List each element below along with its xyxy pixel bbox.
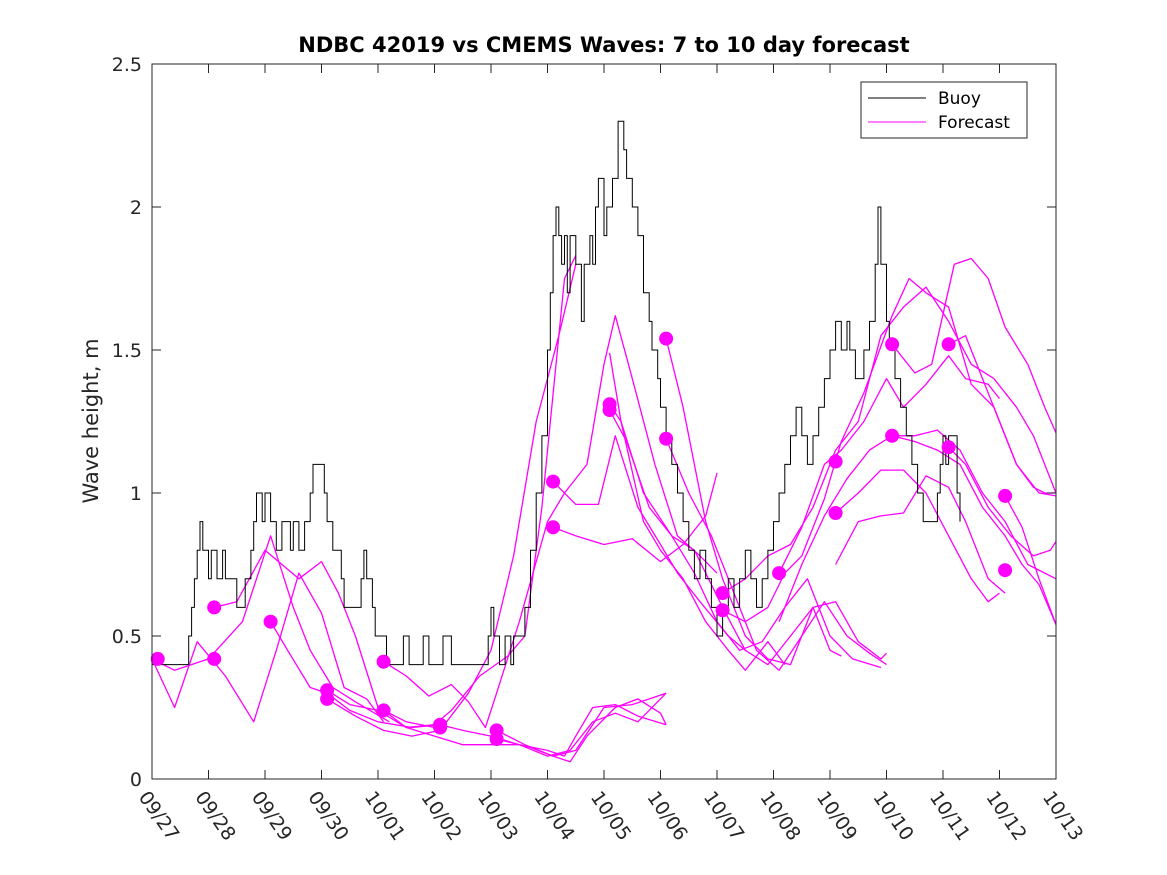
forecast-start-marker xyxy=(546,474,561,489)
forecast-line xyxy=(151,535,390,723)
forecast-line xyxy=(778,355,1001,574)
y-tick-label: 2 xyxy=(130,197,142,219)
forecast-start-marker xyxy=(998,488,1013,503)
y-tick-label: 1 xyxy=(130,483,142,505)
forecast-line xyxy=(608,352,882,669)
forecast-line xyxy=(214,549,446,729)
forecast-line xyxy=(892,429,1057,580)
forecast-start-marker xyxy=(715,586,730,601)
forecast-line xyxy=(722,286,1057,594)
y-tick-label: 0.5 xyxy=(112,626,142,648)
forecast-line xyxy=(948,335,1056,494)
forecast-start-marker xyxy=(320,691,335,706)
forecast-start-marker xyxy=(376,703,391,718)
forecast-start-marker xyxy=(602,403,617,418)
forecast-lines xyxy=(151,255,1057,763)
forecast-start-marker xyxy=(772,566,787,581)
forecast-line xyxy=(439,703,667,757)
forecast-line xyxy=(835,475,1006,594)
forecast-line xyxy=(496,692,667,757)
y-axis: 0 0.5 1 1.5 2 2.5 xyxy=(112,54,1056,791)
forecast-line xyxy=(665,338,887,666)
forecast-start-marker xyxy=(433,720,448,735)
legend: Buoy Forecast xyxy=(860,81,1028,139)
forecast-line xyxy=(151,572,385,723)
forecast-start-marker xyxy=(659,431,674,446)
forecast-line xyxy=(552,472,718,563)
forecast-line xyxy=(778,435,1057,625)
forecast-start-marker xyxy=(376,654,391,669)
forecast-line xyxy=(270,621,441,729)
buoy-line-group xyxy=(152,120,961,666)
buoy-line xyxy=(152,120,961,666)
forecast-start-marker xyxy=(941,337,956,352)
forecast-start-marker xyxy=(546,520,561,535)
forecast-start-marker xyxy=(150,651,165,666)
axes-background xyxy=(152,64,1056,779)
forecast-start-marker xyxy=(207,600,222,615)
forecast-line xyxy=(609,403,786,671)
forecast-start-marker xyxy=(828,454,843,469)
forecast-line xyxy=(383,692,667,757)
forecast-line xyxy=(891,257,1057,434)
forecast-line xyxy=(665,438,887,671)
forecast-start-marker xyxy=(828,506,843,520)
forecast-start-marker xyxy=(885,428,900,443)
forecast-line xyxy=(1004,495,1057,625)
forecast-line xyxy=(552,435,746,651)
forecast-start-marker xyxy=(998,563,1013,578)
forecast-line xyxy=(383,315,718,729)
forecast-line xyxy=(948,446,1057,557)
y-tick-label: 1.5 xyxy=(112,340,142,362)
y-tick-label: 0 xyxy=(130,769,142,791)
y-tick-label: 2.5 xyxy=(112,54,142,76)
chart-title: NDBC 42019 vs CMEMS Waves: 7 to 10 day f… xyxy=(298,33,909,57)
legend-buoy-label: Buoy xyxy=(938,89,981,109)
forecast-start-marker xyxy=(885,337,900,352)
forecast-line xyxy=(326,255,577,729)
forecast-start-marker xyxy=(207,651,222,666)
forecast-start-marker xyxy=(489,732,504,746)
plot-area xyxy=(150,63,1057,780)
forecast-start-marker xyxy=(263,614,278,629)
forecast-start-marker xyxy=(659,331,674,346)
legend-forecast-label: Forecast xyxy=(938,113,1010,133)
forecast-line xyxy=(326,264,577,737)
y-axis-label: Wave height, m xyxy=(79,338,103,503)
legend-box xyxy=(860,81,1028,139)
forecast-start-marker xyxy=(715,603,730,618)
forecast-line xyxy=(835,469,1000,603)
forecast-start-marker xyxy=(941,440,956,455)
forecast-markers xyxy=(150,331,1013,746)
